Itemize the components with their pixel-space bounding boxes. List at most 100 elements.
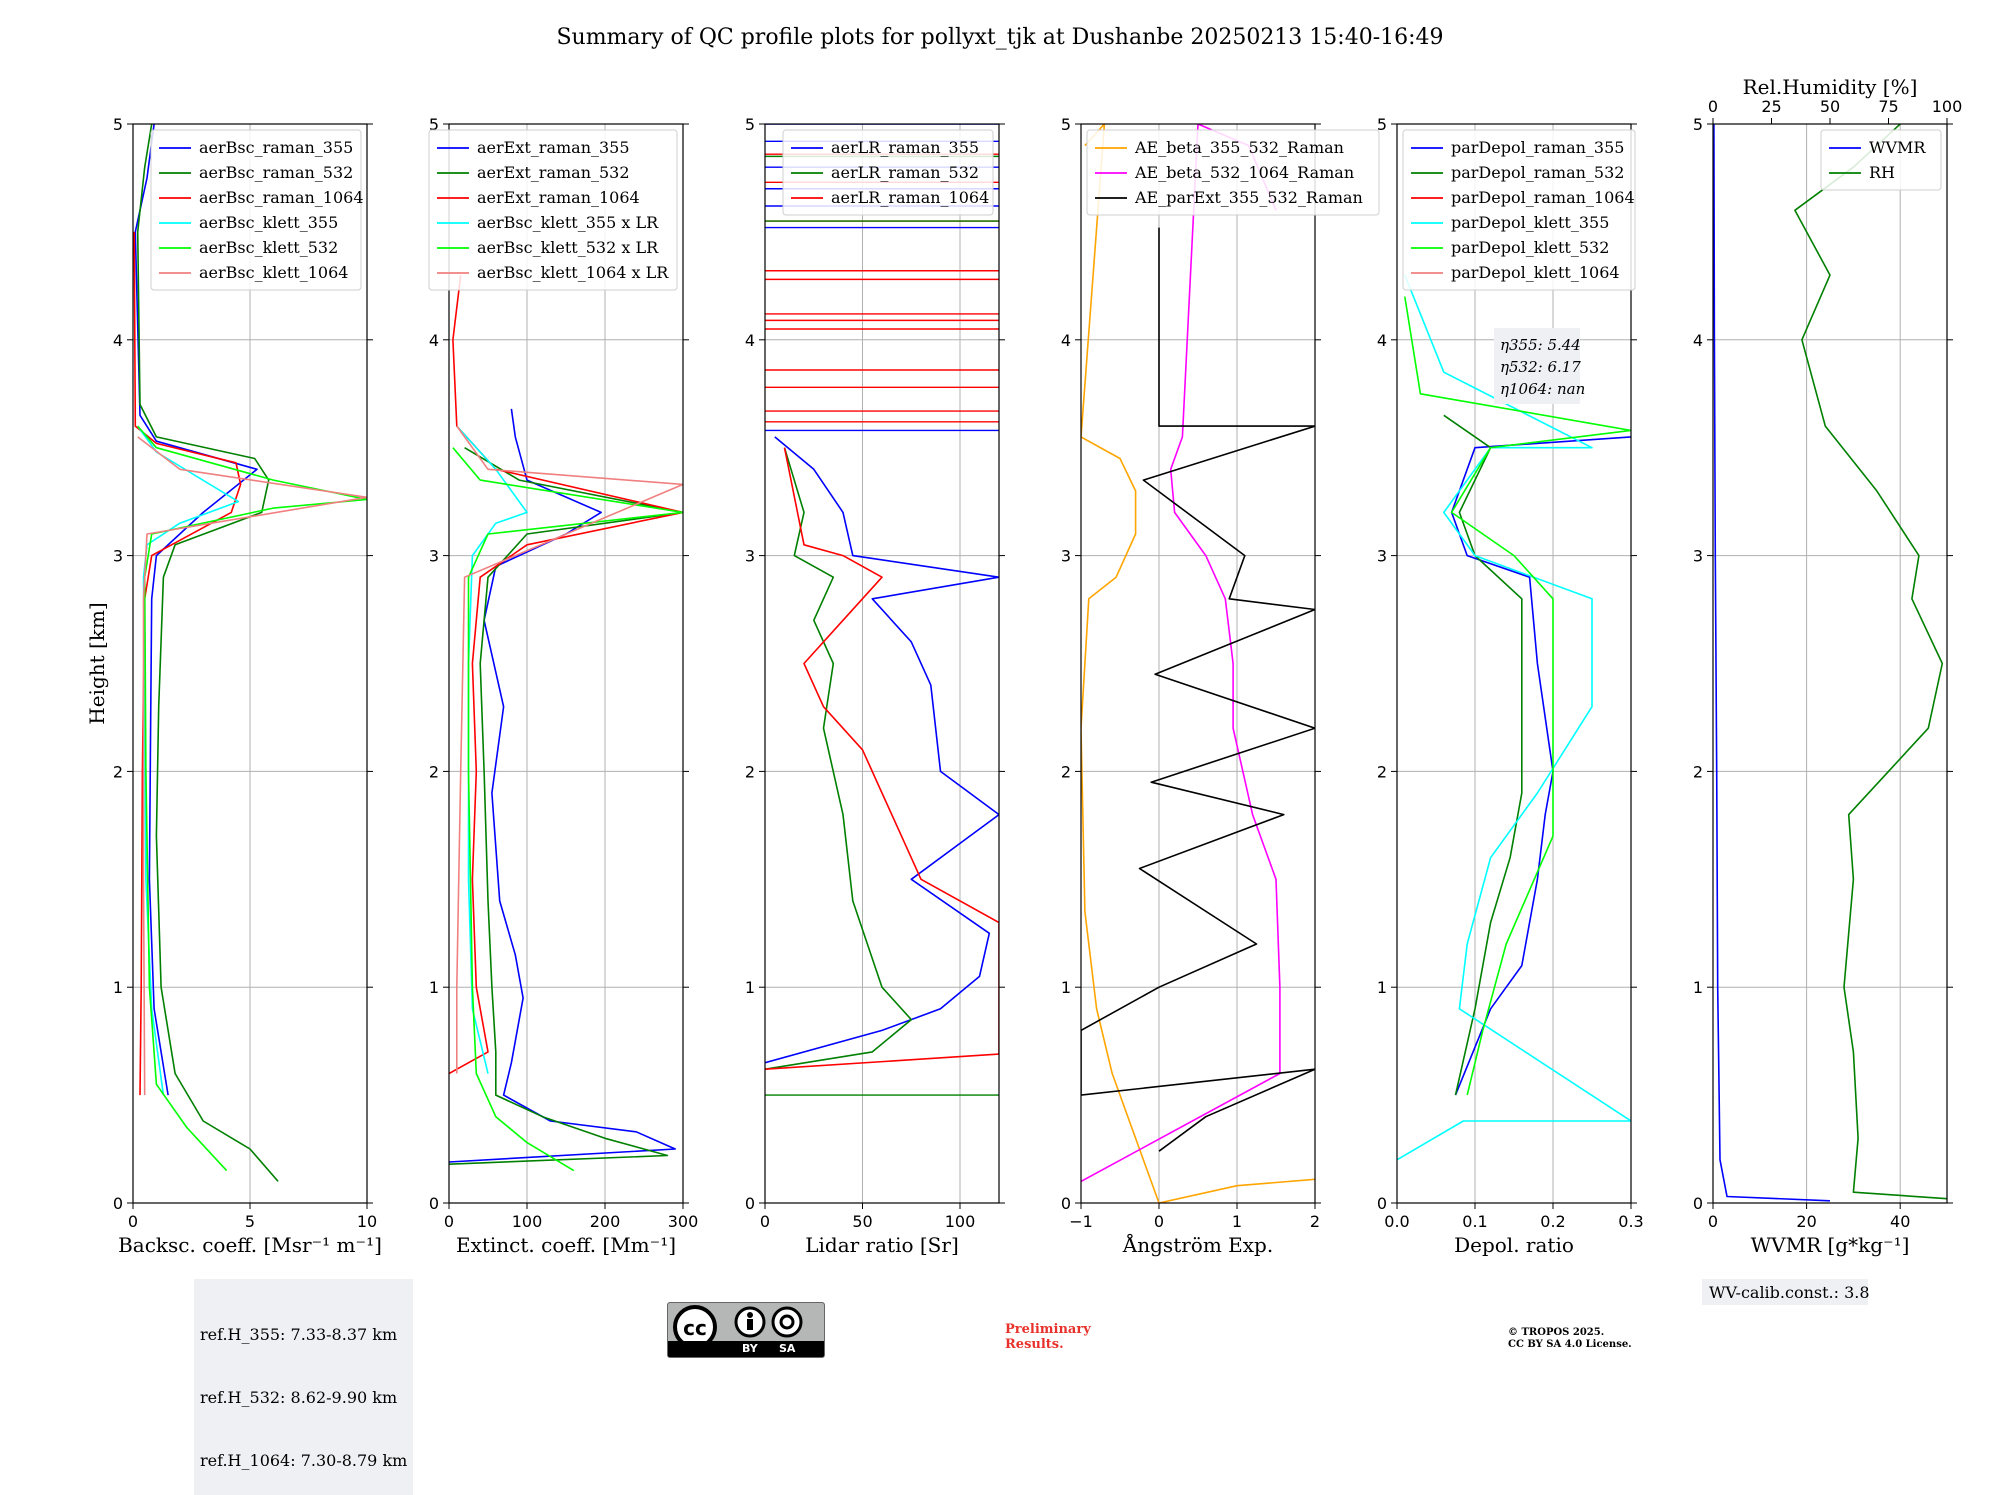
top-x-tick-label: 0	[1708, 97, 1718, 116]
cc-badge-bottom: BY SA	[668, 1341, 824, 1357]
y-axis-label: Height [km]	[85, 602, 109, 724]
series-group	[133, 124, 367, 1182]
panel-2: 0 100 200 300 0 1 2 3 4 5 Extinct. coeff. [Mm⁻¹] ae…	[428, 115, 699, 1257]
cc-badge-top: cc	[668, 1303, 824, 1349]
eta-annotation: η532: 6.17	[1500, 358, 1581, 376]
ref-height-532: ref.H_532: 8.62-9.90 km	[200, 1388, 398, 1407]
x-axis-label: Lidar ratio [Sr]	[805, 1233, 959, 1257]
series-line-pardepol-klett-532	[1404, 296, 1631, 1096]
series-line-aerlr-raman-355	[765, 436, 999, 1064]
legend-box	[1820, 129, 1942, 191]
y-tick-label: 1	[745, 978, 755, 997]
x-tick-label: 2	[1310, 1212, 1320, 1231]
legend-entry: aerBsc_klett_355 x LR	[477, 213, 659, 232]
panel-5: 0.0 0.1 0.2 0.3 0 1 2 3 4 5 Depol. ratio parDepol_r…	[1377, 115, 1644, 1257]
series-line-aerlr-raman-532	[765, 447, 913, 1070]
y-tick-label: 1	[113, 978, 123, 997]
plot-frame	[1712, 123, 1948, 1204]
y-tick-label: 0	[1061, 1194, 1071, 1213]
y-tick-label: 5	[113, 115, 123, 134]
x-tick-label: 100	[512, 1212, 543, 1231]
legend: WVMR RH	[1820, 129, 1942, 191]
series-line-aerbsc-raman-1064	[133, 231, 242, 1096]
top-x-tick-label: 25	[1761, 97, 1781, 116]
x-tick-label: 0.0	[1384, 1212, 1409, 1231]
preliminary-results-note: Preliminary Results.	[1005, 1322, 1091, 1352]
figure-title: Summary of QC profile plots for pollyxt_…	[556, 25, 1443, 50]
x-axis-label: WVMR [g*kg⁻¹]	[1751, 1233, 1910, 1257]
y-tick-label: 5	[429, 115, 439, 134]
x-tick-label: 100	[945, 1212, 976, 1231]
series-line-aerext-raman-1064	[449, 275, 683, 1075]
x-tick-label: 0	[128, 1212, 138, 1231]
wv-calib-annotation: WV-calib.const.: 3.8	[1709, 1283, 1870, 1302]
plot-frame	[1080, 123, 1316, 1204]
x-tick-label: 40	[1890, 1212, 1910, 1231]
y-tick-label: 5	[1061, 115, 1071, 134]
legend: AE_beta_355_532_Raman AE_beta_532_1064_Ra…	[1086, 129, 1380, 216]
legend-entry: aerLR_raman_1064	[831, 188, 989, 207]
legend-entry: aerBsc_raman_532	[199, 163, 353, 182]
copyright-note: © TROPOS 2025. CC BY SA 4.0 License.	[1508, 1327, 1632, 1350]
series-line-rh	[1794, 124, 1947, 1200]
series-group	[1713, 124, 1947, 1202]
plot-frame	[764, 123, 1000, 1204]
series-group	[1397, 274, 1631, 1161]
top-x-axis-label: Rel.Humidity [%]	[1743, 75, 1918, 99]
legend-entry: RH	[1869, 163, 1895, 182]
legend-entry: aerBsc_klett_532 x LR	[477, 238, 659, 257]
y-tick-label: 4	[745, 331, 755, 350]
y-tick-label: 2	[745, 762, 755, 781]
ref-height-355: ref.H_355: 7.33-8.37 km	[200, 1325, 398, 1344]
panel-1: 0 5 10 0 1 2 3 4 5 Backsc. coeff. [Msr⁻¹ m⁻¹] Heig…	[85, 115, 382, 1257]
x-tick-label: 300	[668, 1212, 699, 1231]
y-tick-label: 2	[1377, 762, 1387, 781]
y-tick-label: 2	[113, 762, 123, 781]
legend-box	[1402, 129, 1636, 291]
series-group	[1081, 124, 1315, 1203]
top-x-tick-label: 50	[1820, 97, 1840, 116]
y-tick-label: 3	[1061, 547, 1071, 566]
y-tick-label: 3	[1377, 547, 1387, 566]
legend-entry: parDepol_raman_355	[1451, 138, 1624, 157]
legend: parDepol_raman_355 parDepol_raman_532 parD…	[1402, 129, 1636, 291]
legend-box	[1086, 129, 1380, 216]
series-line-aerext-raman-532	[449, 447, 683, 1165]
y-tick-label: 4	[429, 331, 439, 350]
x-tick-label: 10	[357, 1212, 377, 1231]
legend: aerBsc_raman_355 aerBsc_raman_532 aerBsc_r…	[150, 129, 364, 291]
y-tick-label: 5	[1693, 115, 1703, 134]
cc-icon-glyph: cc	[683, 1316, 707, 1340]
x-tick-label: 1	[1232, 1212, 1242, 1231]
cc-by-label: BY	[742, 1342, 758, 1355]
legend-entry: aerLR_raman_532	[831, 163, 979, 182]
eta-box	[1494, 328, 1580, 404]
cc-logo-icons: cc	[673, 1305, 803, 1349]
cc-sa-label: SA	[779, 1342, 796, 1355]
x-axis-label: Backsc. coeff. [Msr⁻¹ m⁻¹]	[118, 1233, 382, 1257]
wv-calib-box	[1702, 1279, 1868, 1305]
x-tick-label: 0.1	[1462, 1212, 1487, 1231]
legend-entry: AE_beta_532_1064_Raman	[1134, 163, 1354, 182]
x-tick-label: 0	[444, 1212, 454, 1231]
legend-entry: parDepol_klett_1064	[1451, 263, 1620, 282]
y-tick-label: 4	[1693, 331, 1703, 350]
sa-share-alike-icon	[771, 1306, 803, 1338]
y-tick-label: 4	[113, 331, 123, 350]
series-group	[449, 275, 683, 1172]
series-line-aerbsc-raman-355	[134, 124, 258, 1096]
legend-entry: aerBsc_klett_355	[199, 213, 338, 232]
series-line-pardepol-raman-532	[1443, 414, 1523, 1096]
ref-height-1064: ref.H_1064: 7.30-8.79 km	[200, 1451, 408, 1470]
legend-box	[428, 129, 678, 291]
legend-box	[782, 129, 994, 216]
y-tick-label: 3	[429, 547, 439, 566]
x-axis-label: Ångström Exp.	[1122, 1232, 1273, 1257]
series-line-ae-beta-355-532-raman	[1081, 124, 1315, 1203]
x-tick-label: 0	[1708, 1212, 1718, 1231]
panel-3: 0 50 100 0 1 2 3 4 5 Lidar ratio [Sr] aerLR_raman_…	[745, 115, 1005, 1257]
series-line-aerbsc-klett-1064-x-lr	[456, 425, 683, 1074]
y-tick-label: 2	[1061, 762, 1071, 781]
y-tick-label: 0	[745, 1194, 755, 1213]
y-tick-label: 0	[1377, 1194, 1387, 1213]
